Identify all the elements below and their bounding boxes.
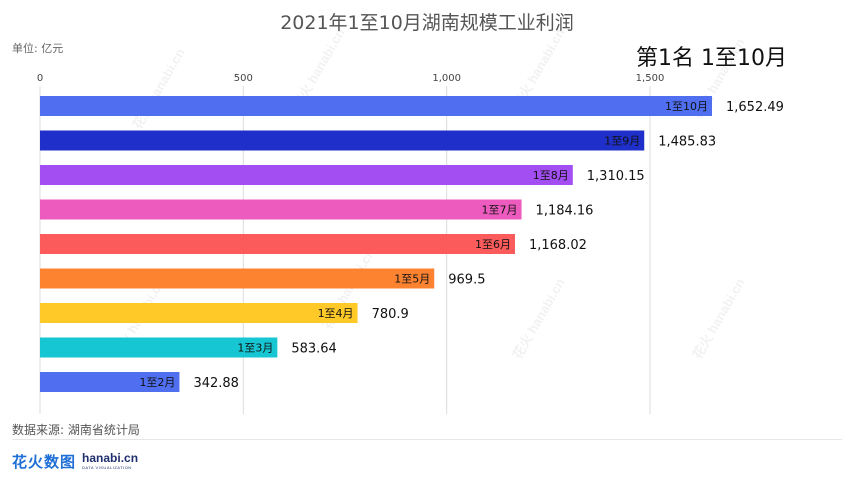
bar-value-label: 1,485.83 — [658, 135, 716, 150]
bar-value-label: 780.9 — [372, 307, 409, 322]
watermark: 花火 hanabi.cn — [690, 276, 748, 362]
watermark: 花火 hanabi.cn — [130, 46, 188, 132]
bar-category-label: 1至6月 — [475, 238, 511, 251]
bar-category-label: 1至7月 — [482, 204, 518, 217]
hanabi-logo: 花火数图 hanabi.cn DATA VISUALIZATION — [12, 448, 138, 474]
bar-value-label: 1,168.02 — [529, 238, 587, 253]
bar-category-label: 1至2月 — [139, 376, 175, 389]
bar-category-label: 1至4月 — [318, 307, 354, 320]
bar-value-label: 583.64 — [291, 342, 337, 357]
bar — [40, 130, 645, 151]
bar-category-label: 1至8月 — [533, 169, 569, 182]
x-tick-label: 1,000 — [432, 73, 461, 84]
bar — [40, 96, 713, 116]
logo-cn: 花火数图 — [12, 452, 77, 471]
data-source: 数据来源: 湖南省统计局 — [12, 423, 140, 437]
bar-value-label: 342.88 — [193, 376, 239, 391]
bar — [40, 234, 515, 254]
bar-category-label: 1至9月 — [604, 135, 640, 148]
current-rank-label: 第1名 1至10月 — [636, 46, 787, 71]
bar-category-label: 1至5月 — [394, 273, 430, 286]
bar — [40, 165, 573, 185]
bar — [40, 303, 358, 323]
logo-en: hanabi.cn — [82, 451, 139, 465]
unit-label: 单位: 亿元 — [12, 42, 64, 55]
footer-divider — [12, 439, 842, 440]
bar — [40, 199, 522, 220]
bar-category-label: 1至10月 — [665, 100, 708, 113]
bar-value-label: 969.5 — [448, 273, 485, 288]
logo-sub: DATA VISUALIZATION — [82, 465, 132, 470]
chart-title: 2021年1至10月湖南规模工业利润 — [280, 12, 574, 34]
bar-value-label: 1,184.16 — [536, 204, 594, 219]
x-tick-label: 500 — [234, 73, 253, 84]
bar — [40, 337, 278, 358]
x-tick-label: 0 — [37, 73, 43, 84]
bar-value-label: 1,652.49 — [726, 100, 784, 115]
bar — [40, 372, 180, 392]
bar-value-label: 1,310.15 — [587, 169, 645, 184]
bar-category-label: 1至3月 — [237, 342, 273, 355]
watermark: 花火 hanabi.cn — [510, 276, 568, 362]
x-tick-label: 1,500 — [636, 73, 665, 84]
bar — [40, 268, 435, 289]
